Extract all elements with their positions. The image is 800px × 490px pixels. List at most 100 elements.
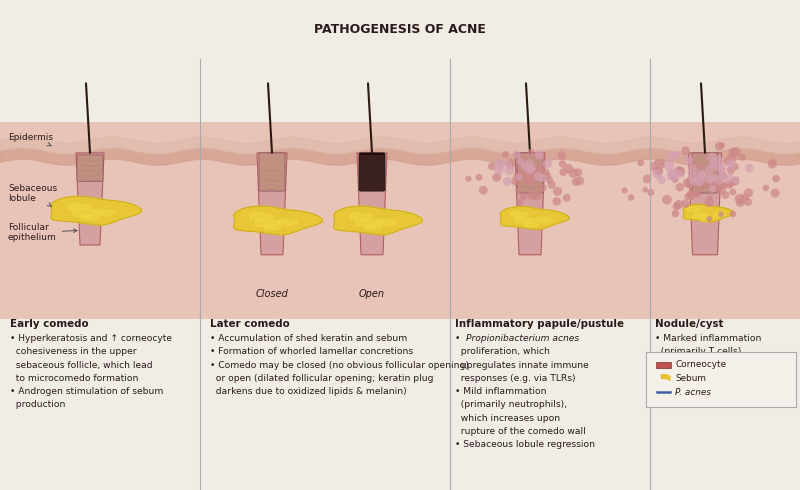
- Polygon shape: [524, 222, 538, 227]
- Polygon shape: [68, 203, 92, 211]
- Point: [669, 170, 682, 178]
- Point: [533, 173, 546, 181]
- Point: [670, 203, 683, 211]
- Point: [742, 198, 754, 206]
- Text: Corneocyte: Corneocyte: [675, 360, 726, 369]
- Point: [639, 186, 652, 194]
- Text: • Formation of whorled lamellar concretions: • Formation of whorled lamellar concreti…: [210, 347, 413, 356]
- Text: • Accumulation of shed keratin and sebum: • Accumulation of shed keratin and sebum: [210, 334, 407, 343]
- Text: proliferation, which: proliferation, which: [455, 347, 550, 356]
- Point: [694, 175, 706, 183]
- Point: [672, 200, 685, 208]
- Text: Inflammatory papule/pustule: Inflammatory papule/pustule: [455, 318, 624, 328]
- Point: [770, 175, 782, 183]
- Point: [713, 183, 726, 191]
- Point: [572, 169, 585, 176]
- Point: [707, 181, 720, 189]
- Point: [726, 188, 739, 196]
- Point: [686, 166, 699, 173]
- Point: [567, 169, 580, 177]
- Point: [726, 148, 739, 156]
- Point: [681, 179, 694, 187]
- Point: [685, 192, 698, 199]
- Point: [736, 153, 749, 161]
- Point: [691, 179, 704, 187]
- Point: [504, 162, 517, 170]
- Point: [705, 176, 718, 184]
- Point: [666, 153, 678, 161]
- Point: [510, 177, 522, 185]
- Point: [682, 157, 695, 165]
- Point: [655, 162, 668, 170]
- Point: [514, 157, 526, 165]
- Point: [516, 173, 529, 181]
- Point: [704, 194, 717, 202]
- Point: [713, 176, 726, 184]
- FancyBboxPatch shape: [359, 153, 385, 191]
- Polygon shape: [537, 218, 553, 222]
- Point: [769, 189, 782, 197]
- Point: [682, 193, 694, 200]
- Point: [674, 183, 686, 191]
- Point: [513, 173, 526, 181]
- Text: Propionibacterium acnes: Propionibacterium acnes: [466, 334, 579, 343]
- Point: [541, 172, 554, 180]
- Text: or open (dilated follicular opening; keratin plug: or open (dilated follicular opening; ker…: [210, 374, 434, 383]
- Point: [707, 183, 720, 191]
- Point: [663, 162, 676, 170]
- Point: [665, 169, 678, 177]
- Point: [715, 172, 728, 180]
- Text: • Comedo may be closed (no obvious follicular opening): • Comedo may be closed (no obvious folli…: [210, 361, 469, 369]
- Point: [653, 168, 666, 176]
- Point: [543, 175, 556, 183]
- Point: [526, 174, 538, 182]
- Point: [693, 163, 706, 171]
- Text: responses (e.g. via TLRs): responses (e.g. via TLRs): [455, 374, 575, 383]
- Text: • Marked inflammation: • Marked inflammation: [655, 334, 762, 343]
- Point: [538, 169, 551, 177]
- Point: [687, 177, 700, 185]
- Point: [555, 151, 568, 159]
- Polygon shape: [257, 153, 287, 255]
- Point: [686, 157, 699, 165]
- Point: [696, 177, 709, 185]
- Point: [710, 179, 723, 187]
- Point: [534, 169, 546, 176]
- Text: to microcomedo formation: to microcomedo formation: [10, 374, 138, 383]
- Polygon shape: [516, 217, 537, 224]
- Polygon shape: [355, 219, 382, 227]
- Point: [687, 173, 700, 181]
- Polygon shape: [501, 207, 569, 229]
- Point: [682, 180, 695, 188]
- Point: [503, 166, 516, 174]
- Polygon shape: [694, 213, 709, 219]
- Polygon shape: [334, 206, 422, 235]
- Polygon shape: [255, 219, 282, 227]
- Point: [573, 177, 586, 185]
- Point: [515, 171, 528, 179]
- Point: [486, 162, 498, 170]
- Polygon shape: [264, 224, 282, 230]
- Point: [712, 157, 725, 165]
- Text: • Sebaceous lobule regression: • Sebaceous lobule regression: [455, 440, 595, 449]
- Polygon shape: [250, 213, 274, 220]
- Text: Nodule/cyst: Nodule/cyst: [655, 318, 723, 328]
- Point: [562, 165, 575, 172]
- Point: [522, 167, 535, 175]
- Point: [690, 189, 703, 197]
- Text: • Mild inflammation: • Mild inflammation: [455, 387, 546, 396]
- Point: [525, 148, 538, 156]
- Point: [522, 168, 534, 175]
- FancyBboxPatch shape: [517, 153, 543, 193]
- Point: [494, 159, 507, 167]
- Point: [501, 177, 514, 185]
- Polygon shape: [687, 207, 701, 212]
- Point: [670, 150, 683, 158]
- Polygon shape: [683, 204, 734, 222]
- Point: [726, 210, 739, 218]
- Text: Early comedo: Early comedo: [10, 318, 89, 328]
- Text: which increases upon: which increases upon: [455, 414, 560, 422]
- Point: [714, 211, 727, 219]
- Point: [724, 159, 737, 167]
- Polygon shape: [95, 209, 116, 216]
